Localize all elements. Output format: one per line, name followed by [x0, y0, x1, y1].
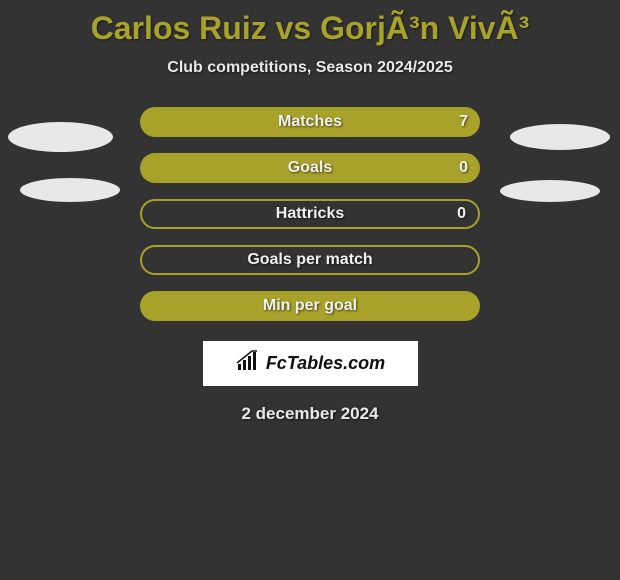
stat-label: Min per goal [263, 297, 357, 315]
stat-label: Goals [288, 159, 332, 177]
stat-row: Min per goal [0, 291, 620, 321]
stat-bar-goals: Goals 0 [140, 153, 480, 183]
stat-row: Goals per match [0, 245, 620, 275]
stat-bar-hattricks: Hattricks 0 [140, 199, 480, 229]
stat-bar-goals-per-match: Goals per match [140, 245, 480, 275]
page-title: Carlos Ruiz vs GorjÃ³n VivÃ³ [0, 0, 620, 47]
date-text: 2 december 2024 [0, 404, 620, 424]
stat-value: 0 [459, 159, 468, 177]
stat-value: 0 [457, 205, 466, 223]
stat-bar-min-per-goal: Min per goal [140, 291, 480, 321]
stat-row: Goals 0 [0, 153, 620, 183]
stat-value: 7 [459, 113, 468, 131]
stat-row: Matches 7 [0, 107, 620, 137]
chart-icon [235, 350, 263, 377]
logo-text: FcTables.com [266, 353, 385, 374]
logo-box: FcTables.com [203, 341, 418, 386]
page-subtitle: Club competitions, Season 2024/2025 [0, 59, 620, 77]
stat-label: Hattricks [276, 205, 344, 223]
stat-bar-matches: Matches 7 [140, 107, 480, 137]
stat-label: Matches [278, 113, 342, 131]
stat-row: Hattricks 0 [0, 199, 620, 229]
stat-label: Goals per match [247, 251, 372, 269]
